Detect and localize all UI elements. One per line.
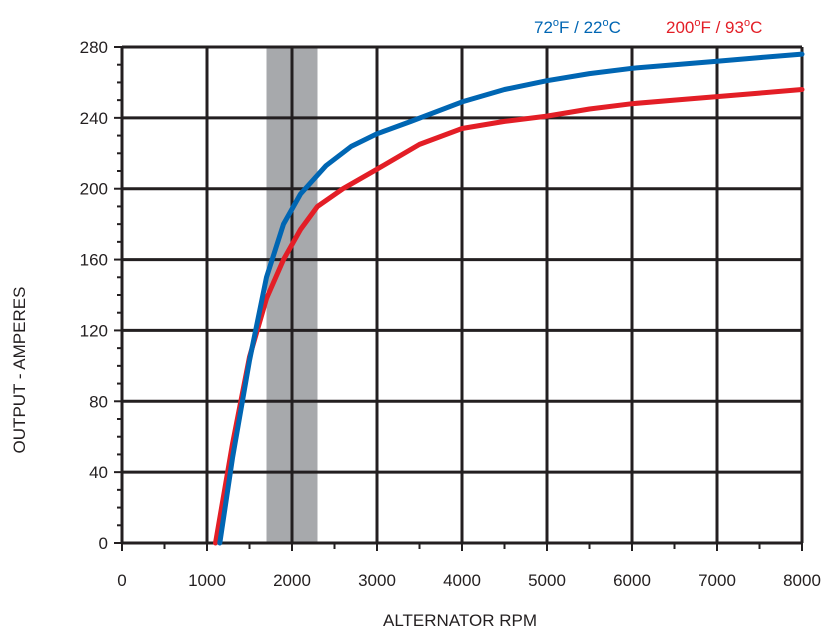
legend-blue-value: 72 [534,18,553,37]
ticks-layer: 0 1000 2000 3000 4000 5000 6000 7000 8000 0 40 80 12… [80,38,821,590]
x-tick-label-8000: 8000 [783,571,821,590]
y-axis-title: OUTPUT - AMPERES [10,287,29,454]
legend-red-value: 200 [666,18,694,37]
x-tick-label-2000: 2000 [273,571,311,590]
y-tick-label-240: 240 [80,109,108,128]
x-axis-title: ALTERNATOR RPM [383,611,537,630]
x-tick-label-0: 0 [117,571,126,590]
legend-blue-degree2: o [603,17,609,29]
y-tick-label-0: 0 [99,534,108,553]
x-tick-label-7000: 7000 [698,571,736,590]
legend-entry-red: 200oF / 93oC [666,17,762,37]
legend-blue-unit1: F / 22 [559,18,602,37]
series-layer [213,51,805,546]
legend-red-degree2: o [744,17,750,29]
legend-entry-blue: 72oF / 22oC [534,17,621,37]
y-tick-label-80: 80 [89,392,108,411]
x-tick-label-4000: 4000 [443,571,481,590]
y-tick-label-280: 280 [80,38,108,57]
grid-layer [120,45,804,545]
x-tick-label-6000: 6000 [613,571,651,590]
x-tick-label-3000: 3000 [358,571,396,590]
legend-red-degree1: o [694,17,700,29]
y-tick-label-200: 200 [80,180,108,199]
legend-red-unit1: F / 93 [701,18,744,37]
series-line-1 [213,87,805,546]
series-line-0 [217,51,805,546]
legend-blue-degree1: o [553,17,559,29]
legend-blue-unit2: C [609,18,621,37]
x-tick-label-1000: 1000 [188,571,226,590]
y-tick-label-160: 160 [80,251,108,270]
y-tick-label-120: 120 [80,321,108,340]
y-tick-label-40: 40 [89,463,108,482]
x-tick-label-5000: 5000 [528,571,566,590]
legend-red-unit2: C [750,18,762,37]
